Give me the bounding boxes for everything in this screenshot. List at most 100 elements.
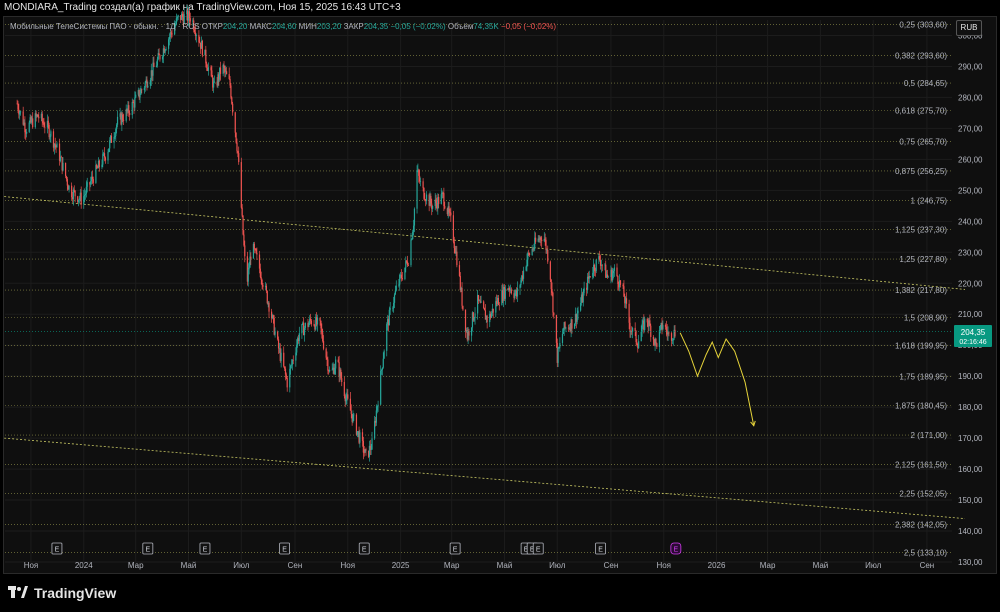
- candle-body: [428, 194, 430, 206]
- candle-body: [375, 410, 377, 423]
- y-tick-label: 140,00: [958, 527, 983, 536]
- candle-body: [610, 269, 612, 278]
- candle-body: [200, 40, 203, 49]
- candle-body: [419, 181, 422, 182]
- candle-body: [29, 117, 31, 123]
- candle-body: [213, 81, 215, 88]
- candle-body: [228, 74, 230, 79]
- candle-body: [71, 197, 74, 200]
- projection-arrowhead: [750, 420, 756, 427]
- candle-body: [557, 347, 559, 363]
- candle-body: [528, 253, 531, 255]
- candle-body: [229, 78, 231, 86]
- candle-body: [246, 256, 248, 282]
- candle-body: [240, 162, 242, 208]
- candle-body: [25, 132, 27, 134]
- candle-body: [248, 267, 250, 270]
- chart-area[interactable]: [3, 16, 997, 574]
- earnings-marker: [199, 542, 211, 555]
- candle-body: [24, 122, 26, 133]
- candle-body: [515, 290, 517, 294]
- candle-body: [484, 310, 487, 320]
- candle-body: [187, 10, 189, 21]
- x-tick-label: Сен: [604, 561, 619, 570]
- candle-body: [363, 452, 365, 454]
- candle-body: [149, 79, 152, 86]
- candle-body: [309, 318, 312, 321]
- candle-body: [175, 18, 177, 25]
- candle-body: [605, 264, 607, 278]
- earnings-marker: [142, 542, 154, 555]
- candle-body: [77, 196, 79, 203]
- candle-body: [102, 153, 104, 165]
- candle-body: [593, 264, 596, 271]
- currency-button[interactable]: RUB: [956, 20, 982, 36]
- y-tick-label: 220,00: [958, 279, 983, 288]
- candle-body: [91, 176, 94, 180]
- candle-body: [110, 135, 112, 141]
- candle-body: [244, 245, 246, 257]
- footer-brand: TradingView: [34, 585, 117, 601]
- candle-body: [650, 325, 652, 337]
- candle-body: [277, 331, 279, 340]
- candle-body: [568, 327, 570, 329]
- candle-body: [84, 194, 86, 197]
- candle-body: [555, 315, 558, 343]
- candle-body: [16, 103, 18, 105]
- candle-body: [193, 29, 196, 33]
- candle-body: [513, 293, 515, 298]
- candle-body: [490, 313, 492, 318]
- candle-body: [278, 348, 281, 349]
- candle-body: [206, 63, 208, 68]
- candle-body: [387, 318, 390, 326]
- earnings-marker-label: E: [598, 547, 603, 554]
- candle-body: [562, 330, 564, 334]
- candle-body: [309, 318, 311, 324]
- candle-body: [161, 56, 164, 60]
- candle-body: [380, 369, 383, 371]
- candle-body: [298, 333, 300, 341]
- candle-body: [188, 11, 190, 19]
- candle-body: [110, 135, 113, 143]
- candle-body: [141, 89, 143, 91]
- candle-body: [533, 247, 535, 250]
- candle-body: [291, 360, 293, 365]
- candle-body: [581, 294, 583, 303]
- candle-body: [399, 274, 401, 285]
- candle-body: [668, 332, 670, 334]
- candle-body: [200, 42, 202, 49]
- candle-body: [290, 365, 292, 369]
- candle-body: [618, 284, 620, 288]
- candle-body: [667, 332, 669, 335]
- candle-body: [613, 267, 616, 271]
- candle-body: [255, 249, 257, 253]
- candle-body: [201, 40, 203, 56]
- candle-body: [580, 302, 582, 311]
- candle-body: [265, 285, 268, 292]
- candle-body: [38, 116, 40, 119]
- tradingview-logo[interactable]: TradingView: [8, 585, 116, 601]
- candle-body: [483, 308, 486, 311]
- candle-body: [673, 329, 675, 339]
- candle-body: [192, 20, 194, 22]
- candle-body: [58, 143, 61, 161]
- candle-body: [449, 212, 451, 213]
- candle-body: [606, 274, 609, 278]
- candle-body: [219, 67, 222, 74]
- candle-body: [444, 206, 446, 209]
- candle-body: [153, 62, 155, 68]
- candle-body: [132, 102, 134, 103]
- candle-body: [464, 309, 467, 332]
- candle-body: [133, 102, 135, 108]
- legend-symbol[interactable]: Мобильные ТелеСистемы ПАО - обыкн. · 1Д …: [10, 22, 200, 31]
- candle-body: [431, 203, 433, 209]
- candle-body: [546, 250, 548, 251]
- legend-open-value: 204,20: [222, 22, 248, 31]
- candle-body: [399, 274, 402, 276]
- candle-body: [252, 243, 255, 259]
- candle-body: [567, 327, 570, 329]
- candle-body: [570, 319, 572, 331]
- header-bar: MONDIARA_Trading создал(а) график на Tra…: [0, 0, 1000, 16]
- x-tick-label: Ноя: [656, 561, 671, 570]
